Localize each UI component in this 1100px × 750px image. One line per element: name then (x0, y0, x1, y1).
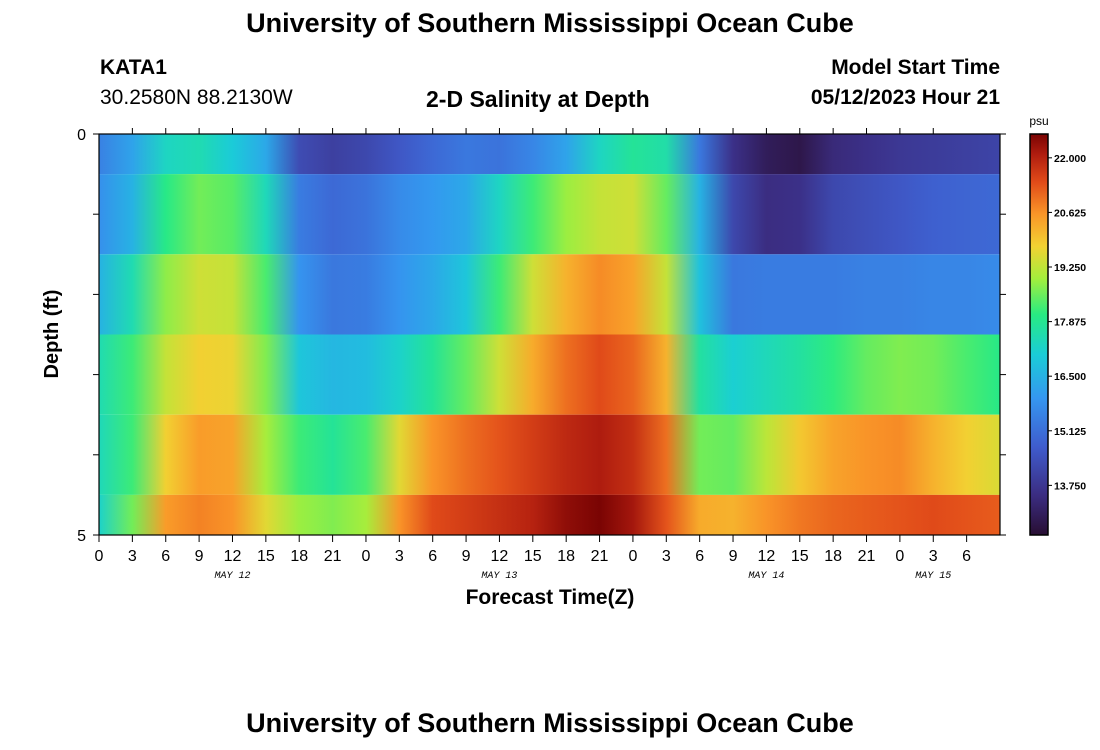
x-tick-label: 15 (257, 548, 275, 565)
heatmap-row (99, 174, 1000, 255)
x-tick-label: 21 (591, 548, 609, 565)
model-start-label: Model Start Time (831, 56, 1000, 79)
colorbar-unit: psu (1029, 114, 1048, 128)
chart-title: University of Southern Mississippi Ocean… (246, 8, 854, 38)
x-tick-label: 0 (95, 548, 104, 565)
station-id: KATA1 (100, 56, 167, 79)
x-axis-label: Forecast Time(Z) (466, 586, 635, 609)
colorbar-tick-label: 16.500 (1054, 371, 1086, 383)
x-tick-label: 21 (858, 548, 876, 565)
heatmap-row (99, 334, 1000, 415)
heatmap-row (99, 254, 1000, 335)
x-tick-label: 12 (491, 548, 509, 565)
x-tick-label: 18 (824, 548, 842, 565)
x-tick-label: 9 (195, 548, 204, 565)
date-label: MAY 13 (481, 571, 517, 582)
x-tick-label: 3 (395, 548, 404, 565)
date-label: MAY 12 (214, 571, 250, 582)
x-tick-label: 18 (290, 548, 308, 565)
model-start-value: 05/12/2023 Hour 21 (810, 86, 1000, 109)
x-tick-label: 15 (524, 548, 542, 565)
colorbar-tick-label: 13.750 (1054, 480, 1086, 492)
x-tick-label: 0 (628, 548, 637, 565)
heatmap-row (99, 414, 1000, 495)
x-tick-label: 6 (428, 548, 437, 565)
x-tick-label: 3 (128, 548, 137, 565)
x-tick-label: 0 (895, 548, 904, 565)
plot-frame (98, 133, 1001, 536)
colorbar-tick-label: 17.875 (1054, 317, 1086, 329)
y-axis-label: Depth (ft) (41, 290, 63, 379)
colorbar-tick-label: 20.625 (1054, 207, 1086, 219)
colorbar: psu 22.000 20.625 19.250 17.875 16.500 15.125 1… (1029, 114, 1086, 536)
colorbar-tick-label: 15.125 (1054, 426, 1086, 438)
chart-subtitle: 2-D Salinity at Depth (426, 86, 650, 112)
x-tick-label: 12 (224, 548, 242, 565)
x-tick-label: 12 (758, 548, 776, 565)
x-tick-label: 0 (362, 548, 371, 565)
date-label: MAY 15 (915, 571, 951, 582)
x-tick-label: 15 (791, 548, 809, 565)
y-tick-label: 0 (77, 127, 86, 144)
station-coordinates: 30.2580N 88.2130W (100, 86, 293, 109)
y-axis: 05 (77, 127, 1006, 545)
x-tick-label: 18 (557, 548, 575, 565)
x-tick-label: 6 (695, 548, 704, 565)
heatmap-row (99, 494, 1000, 535)
x-axis: 0 3 6 9 12 15 18 21 0 3 6 9 12 15 18 21 0 3 6 9 12 15 18 21 0 3 6M… (95, 128, 971, 582)
x-tick-label: 6 (962, 548, 971, 565)
colorbar-scale (1029, 133, 1049, 536)
x-tick-label: 6 (161, 548, 170, 565)
x-tick-label: 9 (729, 548, 738, 565)
date-label: MAY 14 (748, 571, 784, 582)
footer-title: University of Southern Mississippi Ocean… (246, 708, 854, 738)
colorbar-tick-label: 19.250 (1054, 262, 1086, 274)
colorbar-tick-label: 22.000 (1054, 153, 1086, 165)
x-tick-label: 9 (462, 548, 471, 565)
x-tick-label: 3 (929, 548, 938, 565)
x-tick-label: 3 (662, 548, 671, 565)
x-tick-label: 21 (324, 548, 342, 565)
heatmap-rows (99, 134, 1000, 535)
heatmap-row (99, 134, 1000, 175)
y-tick-label: 5 (77, 528, 86, 545)
